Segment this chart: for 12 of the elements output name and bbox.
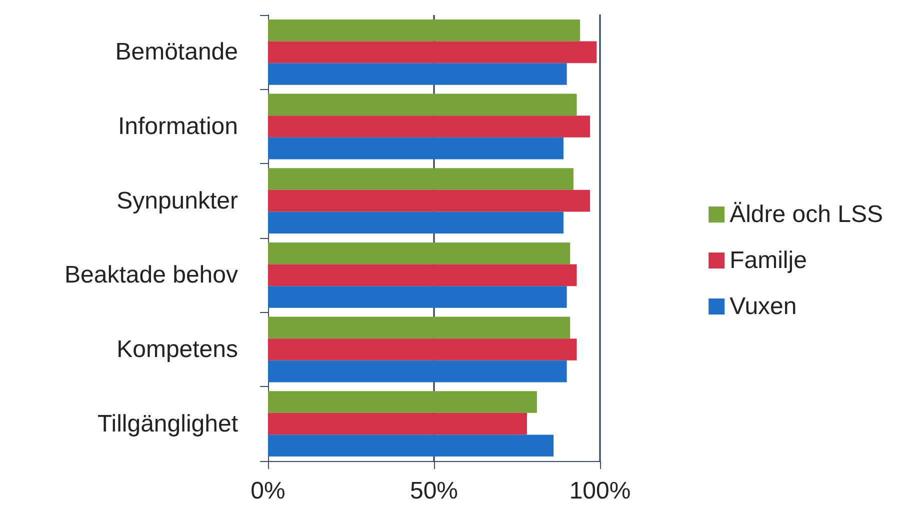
- x-tick-label: 100%: [569, 478, 631, 504]
- y-tick-label: Tillgänglighet: [97, 410, 238, 438]
- legend-label: Vuxen: [730, 293, 797, 320]
- y-tick-label: Bemötande: [115, 38, 238, 66]
- y-tick-label: Beaktade behov: [64, 262, 238, 289]
- legend-label: Familje: [730, 247, 807, 274]
- y-tick-label: Information: [118, 113, 238, 140]
- legend-label: Äldre och LSS: [730, 201, 883, 228]
- x-tick-label: 50%: [410, 478, 458, 504]
- y-tick-label: Kompetens: [116, 336, 238, 363]
- y-tick-label: Synpunkter: [116, 187, 238, 214]
- x-tick-label: 0%: [250, 478, 286, 504]
